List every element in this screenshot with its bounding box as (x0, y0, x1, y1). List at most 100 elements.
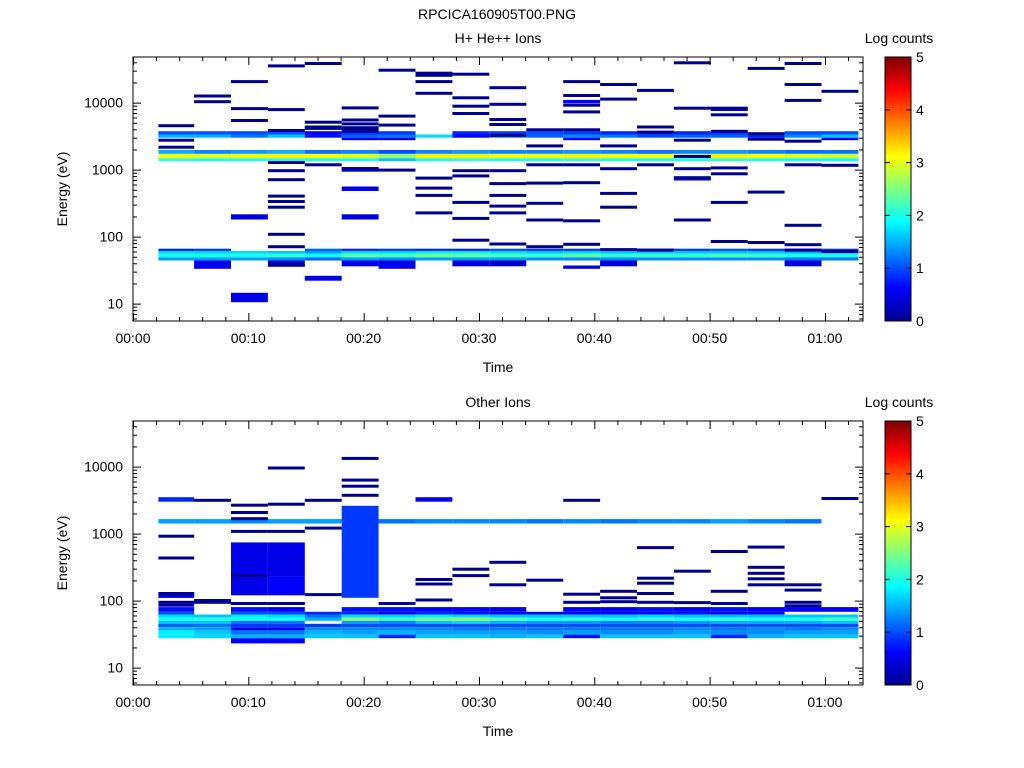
heatmap-cell (158, 534, 195, 538)
heatmap-cell (710, 620, 748, 624)
heatmap-cell (673, 607, 711, 612)
x-tick-label: 00:50 (692, 330, 727, 346)
heatmap-cell (194, 134, 231, 138)
heatmap-cell (158, 630, 195, 635)
heatmap-cell (637, 158, 674, 162)
heatmap-cell (194, 627, 231, 631)
heatmap-cell (452, 257, 490, 261)
y-axis: 10 100 1000 10000 Energy (eV) (54, 62, 863, 320)
heatmap-cell (563, 498, 601, 502)
heatmap-cell (158, 611, 195, 615)
heatmap-cell (563, 600, 601, 604)
heatmap-cell (304, 519, 342, 524)
heatmap-cell (194, 599, 231, 602)
heatmap-cell (821, 614, 859, 618)
heatmap-cell (673, 131, 711, 135)
heatmap-cell (267, 251, 305, 254)
heatmap-cell (415, 611, 453, 615)
y-tick-label: 10000 (84, 459, 123, 475)
heatmap-cell (673, 614, 711, 618)
heatmap-cell (415, 80, 453, 84)
heatmap-cell (563, 519, 601, 524)
heatmap-cell (341, 493, 379, 497)
heatmap-cell (194, 630, 231, 635)
x-tick-label: 00:00 (115, 330, 150, 346)
heatmap-cell (563, 219, 601, 223)
heatmap-cell (158, 592, 195, 595)
heatmap-cell (821, 158, 859, 162)
heatmap-cell (341, 623, 379, 628)
heatmap-cell (158, 390, 194, 393)
heatmap-cell (452, 253, 490, 258)
heatmap-cell (637, 150, 674, 154)
heatmap-cell (710, 172, 748, 176)
heatmap-cell (637, 163, 674, 167)
heatmap-cell (341, 251, 379, 254)
heatmap-cell (267, 614, 305, 618)
heatmap-cell (341, 627, 379, 631)
heatmap-cell (378, 257, 416, 261)
heatmap-cell (710, 251, 748, 254)
heatmap-cell (304, 257, 342, 261)
heatmap-cell (231, 390, 268, 393)
heatmap-cell (267, 169, 305, 173)
heatmap-cell (637, 546, 674, 550)
heatmap-cell (526, 623, 564, 628)
heatmap-cell (231, 576, 268, 596)
heatmap-cell (673, 519, 711, 524)
colorbar-tick-label: 4 (916, 102, 924, 118)
heatmap-cell (452, 72, 490, 76)
heatmap-cell (231, 519, 268, 524)
heatmap-cell (158, 150, 195, 154)
plot-frame (132, 56, 864, 322)
heatmap-cell (341, 253, 379, 258)
heatmap-cell (563, 158, 601, 162)
heatmap-cell (452, 617, 490, 621)
y-tick-label: 100 (100, 593, 124, 609)
heatmap-cell (637, 88, 674, 92)
heatmap-cell (231, 364, 268, 367)
heatmap-cell (231, 107, 268, 111)
heatmap-cell (378, 260, 416, 267)
heatmap-cell (710, 113, 748, 117)
heatmap-cell (231, 607, 268, 612)
heatmap-cell (194, 623, 231, 628)
heatmap-cell (637, 617, 674, 621)
heatmap-cell (378, 265, 416, 269)
heatmap-cell (673, 248, 711, 251)
heatmap-cell (489, 204, 527, 208)
heatmap-cell (710, 550, 748, 553)
heatmap-cell (747, 190, 785, 194)
x-tick-label: 00:10 (231, 694, 266, 710)
heatmap-cell (821, 623, 859, 628)
heatmap-cell (784, 607, 822, 612)
heatmap-cell (194, 265, 231, 269)
heatmap-cell (231, 602, 268, 605)
x-tick-label: 00:40 (577, 330, 612, 346)
heatmap-cell (194, 385, 231, 388)
heatmap-cell (378, 620, 416, 624)
heatmap-cell (231, 251, 268, 254)
heatmap-cell (304, 251, 342, 254)
heatmap-cell (637, 153, 674, 159)
heatmap-cell (747, 66, 785, 70)
heatmap-cell (784, 253, 822, 258)
heatmap-cell (563, 627, 601, 631)
heatmap-cell (600, 83, 637, 86)
heatmap-cell (563, 181, 601, 185)
heatmap-cell (158, 623, 195, 628)
heatmap-cell (304, 253, 342, 258)
heatmap-cell (452, 614, 490, 618)
heatmap-cell (378, 123, 416, 127)
heatmap-cell (673, 155, 711, 158)
heatmap-cell (194, 376, 231, 379)
y-axis-label: Energy (eV) (54, 516, 70, 591)
heatmap-cell (415, 211, 453, 215)
heatmap-cell (637, 257, 674, 261)
heatmap-cell (489, 623, 527, 628)
heatmap-cell (378, 168, 416, 172)
heatmap-cell (526, 218, 564, 222)
heatmap-cells (158, 456, 859, 644)
heatmap-cell (231, 517, 268, 521)
